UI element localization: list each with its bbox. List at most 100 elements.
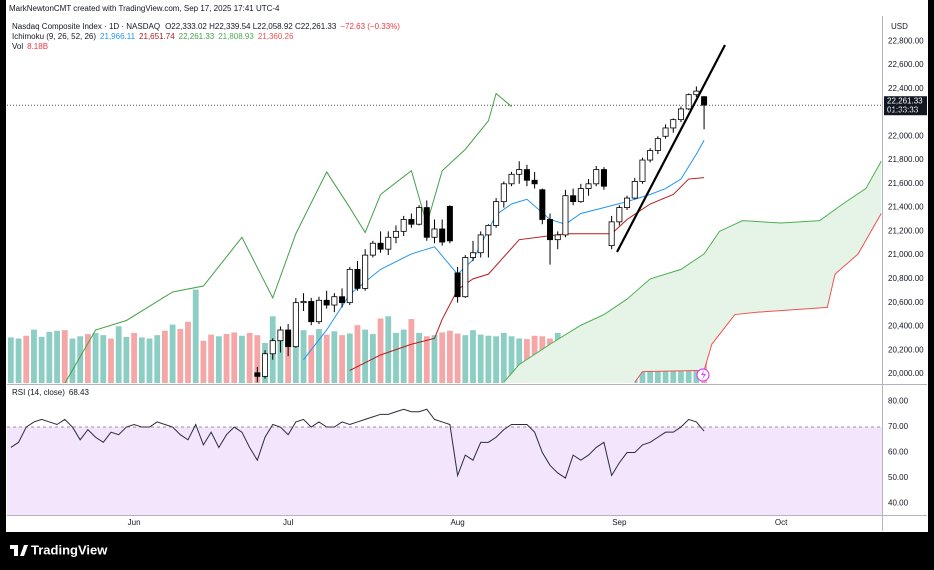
candle-body: [647, 150, 654, 161]
volume-bar: [354, 325, 361, 383]
rsi-band: [7, 427, 882, 515]
volume-bar: [446, 330, 453, 383]
volume-bar: [362, 329, 369, 383]
candle-body: [654, 138, 661, 151]
volume-bar: [31, 329, 37, 383]
volume-bar: [470, 330, 476, 383]
volume-bar: [439, 332, 446, 383]
indicator-value: 68.43: [69, 388, 90, 397]
candle-body: [539, 189, 546, 220]
price-pane: [7, 86, 882, 383]
volume-bar: [200, 340, 207, 383]
y-tick-label: 50.00: [888, 473, 909, 482]
volume-bar: [393, 332, 399, 383]
volume-bar: [285, 330, 292, 383]
indicator-value: 21,651.74: [139, 32, 175, 41]
candle-body: [331, 296, 338, 306]
volume-bar: [61, 330, 68, 383]
volume-bar: [123, 336, 130, 383]
indicator-value: 21,808.93: [218, 32, 254, 41]
volume-bar: [154, 335, 161, 383]
volume-bar: [308, 335, 315, 383]
y-tick-label: 21,800.00: [888, 155, 924, 164]
candle-body: [485, 225, 492, 236]
candle-body: [277, 329, 284, 342]
volume-bar: [516, 338, 523, 383]
volume-bar: [462, 335, 469, 383]
volume-bar: [54, 330, 60, 383]
candle-body: [508, 173, 515, 185]
volume-bar: [477, 334, 484, 383]
x-tick-label: Jul: [283, 518, 293, 527]
y-tick-label: 20,000.00: [888, 369, 924, 378]
volume-bar: [254, 335, 261, 383]
ichimoku-cloud: [503, 161, 882, 383]
volume-bar: [316, 329, 322, 383]
candle-body: [531, 179, 538, 185]
symbol-title: Nasdaq Composite Index · 1D · NASDAQ: [12, 22, 160, 31]
volume-bar: [493, 336, 500, 383]
volume-bar: [169, 324, 176, 383]
ichimoku-line: [64, 92, 512, 383]
y-tick-label: 40.00: [888, 499, 909, 508]
y-tick-label: 21,200.00: [888, 226, 924, 235]
candle-body: [446, 205, 453, 242]
volume-bar: [23, 335, 30, 383]
trend-line: [616, 44, 726, 253]
volume-bar: [7, 337, 14, 383]
indicator-name: RSI (14, close): [12, 388, 65, 397]
x-tick-label: Jun: [128, 518, 141, 527]
candle-body: [269, 340, 276, 355]
volume-bar: [223, 334, 230, 383]
volume-bar: [162, 330, 168, 383]
currency: USD: [891, 22, 908, 31]
candle-body: [593, 169, 600, 185]
volume-bar: [185, 321, 191, 383]
indicator-name: Ichimoku (9, 26, 52, 26): [12, 32, 96, 41]
candle-body: [585, 183, 592, 189]
candle-body: [677, 108, 684, 121]
candle-body: [701, 96, 708, 106]
candle-body: [616, 207, 623, 223]
indicator-name: Vol: [12, 42, 23, 51]
ichimoku-line: [634, 213, 882, 383]
candle-body: [469, 252, 476, 258]
y-tick-label: 20,800.00: [888, 274, 924, 283]
ichimoku-line: [349, 177, 705, 371]
volume-bar: [508, 336, 515, 383]
volume-bar: [239, 335, 245, 383]
candle-body: [362, 254, 369, 289]
candle-body: [400, 219, 407, 232]
volume-bar: [138, 337, 145, 383]
volume-bar: [346, 333, 353, 383]
indicator-value: 21,360.26: [258, 32, 294, 41]
candle-body: [454, 272, 461, 298]
candle-body: [346, 268, 353, 304]
candle-body: [254, 372, 261, 377]
volume-bar: [377, 318, 384, 383]
y-tick-label: 20,600.00: [888, 298, 924, 307]
candle-body: [439, 228, 446, 243]
volume-bar: [277, 334, 284, 383]
candle-body: [431, 228, 438, 238]
y-tick-label: 60.00: [888, 448, 909, 457]
volume-bar: [246, 332, 253, 383]
legend-volume: Vol 8.18B: [12, 42, 48, 51]
candle-body: [570, 195, 577, 203]
volume-bar: [38, 336, 45, 383]
volume-bar: [485, 335, 492, 383]
candle-body: [423, 207, 430, 238]
countdown-label: 01:33:33: [887, 105, 919, 114]
candle-body: [500, 183, 507, 203]
x-tick-label: Oct: [775, 518, 788, 527]
candle-body: [662, 127, 669, 137]
candle-body: [339, 296, 346, 304]
candle-body: [523, 169, 530, 181]
candle-body: [562, 195, 569, 236]
volume-bar: [500, 332, 507, 383]
y-tick-label: 21,400.00: [888, 203, 924, 212]
candle-body: [462, 257, 469, 298]
volume-bar: [208, 334, 215, 383]
y-tick-label: 22,600.00: [888, 60, 924, 69]
